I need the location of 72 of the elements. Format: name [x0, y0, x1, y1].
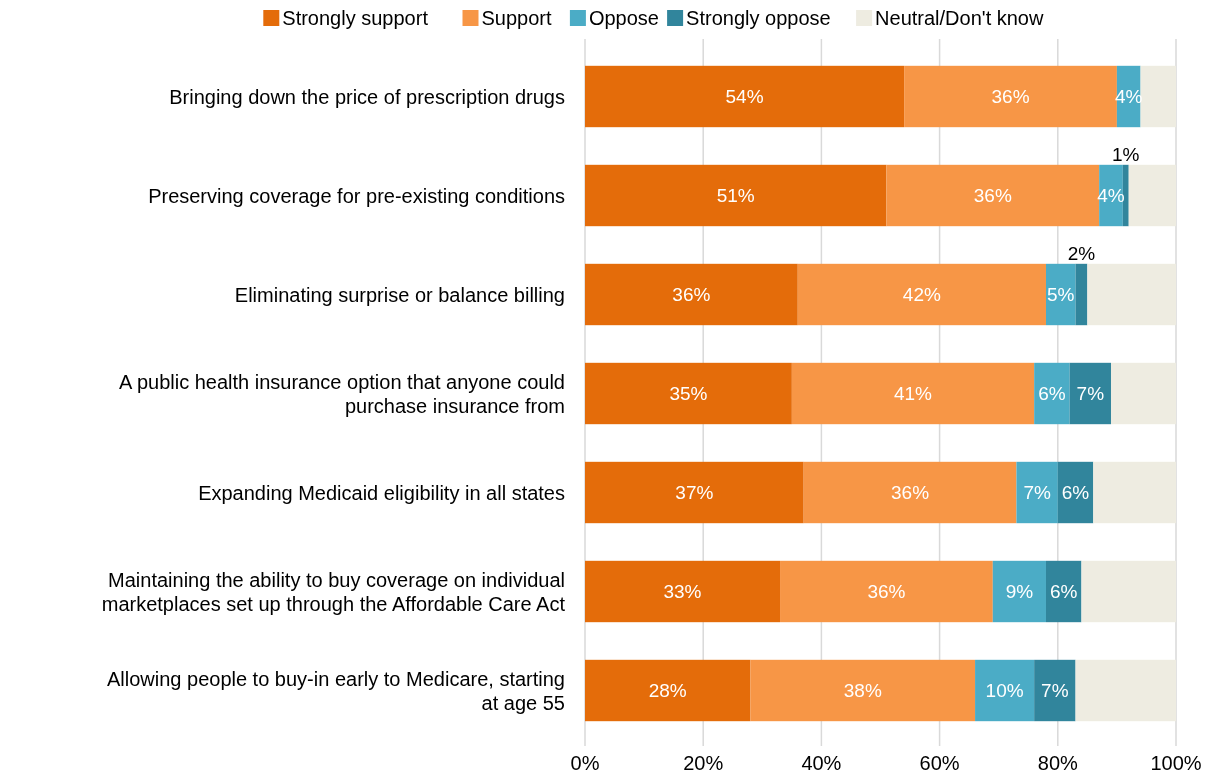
- bar: [585, 65, 905, 128]
- data-label: 7%: [1023, 482, 1051, 504]
- data-label: 38%: [843, 680, 882, 702]
- data-label: 36%: [973, 185, 1012, 207]
- bar: [803, 461, 1017, 524]
- x-tick-label: 80%: [1037, 752, 1079, 774]
- data-label: 6%: [1049, 581, 1078, 603]
- data-label: 54%: [725, 86, 764, 108]
- data-label: 9%: [1005, 581, 1034, 603]
- x-tick-label: 100%: [1150, 752, 1202, 774]
- data-label: 6%: [1038, 383, 1066, 405]
- bar: [1034, 659, 1076, 722]
- data-label: 2%: [1067, 242, 1096, 264]
- data-label: 36%: [672, 284, 711, 306]
- bar: [975, 659, 1035, 722]
- bar: [1140, 65, 1176, 128]
- bar: [750, 659, 976, 722]
- data-label: 28%: [648, 680, 687, 702]
- x-tick-label: 60%: [919, 752, 960, 774]
- data-label: 6%: [1061, 482, 1090, 504]
- data-label: 33%: [663, 581, 702, 603]
- legend-label: Support: [481, 7, 552, 29]
- data-label: 1%: [1112, 143, 1140, 165]
- data-label: 10%: [985, 680, 1024, 702]
- data-label: 36%: [991, 86, 1030, 108]
- bar: [1081, 560, 1176, 623]
- data-label: 5%: [1047, 284, 1075, 306]
- y-tick-label: Preserving coverage for pre-existing conditions: [148, 184, 565, 207]
- data-label: 41%: [893, 383, 933, 405]
- bar: [1128, 164, 1176, 227]
- bar: [585, 461, 804, 524]
- y-tick-label: Allowing people to buy-in early to Medicare, starting at age 55: [106, 667, 565, 714]
- bar: [1075, 263, 1088, 326]
- bar: [1016, 461, 1058, 524]
- y-tick-label: Maintaining the ability to buy coverage on individual marketplaces set up through the Affordable Care Act: [101, 568, 566, 615]
- data-label: 51%: [716, 185, 755, 207]
- bar: [1110, 362, 1176, 425]
- x-tick-label: 40%: [801, 752, 842, 774]
- bar: [585, 263, 798, 326]
- data-label: 42%: [902, 284, 941, 306]
- bar: [1093, 461, 1176, 524]
- legend-label: Strongly support: [282, 7, 429, 29]
- bar: [585, 560, 781, 623]
- data-label: 36%: [867, 581, 906, 603]
- y-tick-label: Expanding Medicaid eligibility in all states: [198, 481, 565, 504]
- bar: [791, 362, 1035, 425]
- x-tick-label: 0%: [570, 752, 600, 774]
- bar: [1034, 362, 1070, 425]
- legend-label: Strongly oppose: [686, 7, 831, 29]
- bar: [904, 65, 1117, 128]
- y-tick-label: Eliminating surprise or balance billing: [234, 283, 565, 306]
- legend-label: Oppose: [588, 7, 659, 29]
- legend-label: Neutral/Don't know: [875, 7, 1044, 29]
- bar: [1069, 362, 1111, 425]
- data-label: 7%: [1041, 680, 1069, 702]
- bar: [992, 560, 1046, 623]
- y-tick-label: Bringing down the price of prescription drugs: [169, 85, 565, 108]
- data-label: 7%: [1076, 383, 1105, 405]
- data-label: 37%: [675, 482, 714, 504]
- bar: [1087, 263, 1176, 326]
- bar: [780, 560, 993, 623]
- bar: [797, 263, 1046, 326]
- bar: [585, 362, 792, 425]
- data-label: 36%: [891, 482, 930, 504]
- x-tick-label: 20%: [683, 752, 724, 774]
- bar: [585, 164, 887, 227]
- bar: [585, 659, 751, 722]
- bar: [1122, 164, 1129, 227]
- y-tick-label: A public health insurance option that anyone could purchase insurance from: [119, 370, 565, 417]
- data-label: 35%: [669, 383, 708, 405]
- bar: [1045, 263, 1076, 326]
- bar: [1075, 659, 1176, 722]
